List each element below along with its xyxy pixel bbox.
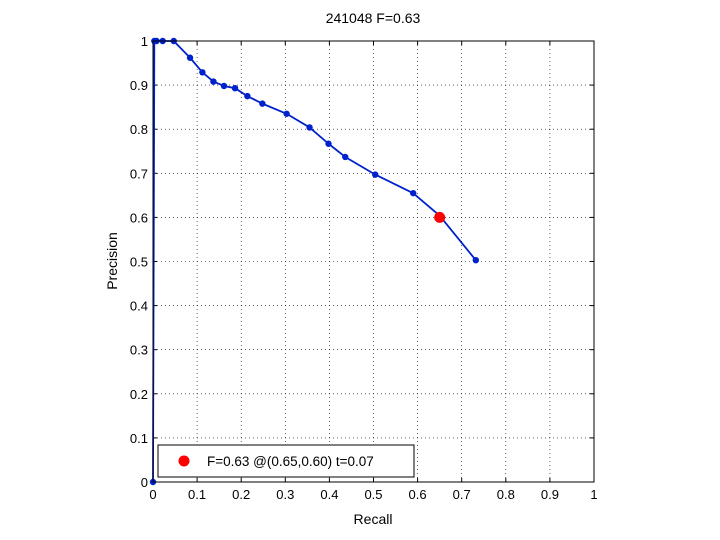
optimum-layer — [434, 211, 446, 223]
x-tick-label: 0 — [149, 487, 156, 502]
data-point — [244, 92, 251, 100]
legend-label: F=0.63 @(0.65,0.60) t=0.07 — [207, 454, 374, 469]
axis-ticks: 0 0.1 0.2 0.3 0.4 0.5 0.6 0.7 0.8 0.9 1 0 0.1 0.2 0.3 0… — [130, 34, 598, 502]
legend-marker — [178, 455, 190, 467]
x-tick-label: 0.4 — [320, 487, 338, 502]
x-tick-label: 0.3 — [276, 487, 294, 502]
y-tick-label: 0.3 — [130, 343, 148, 358]
data-point — [342, 153, 349, 161]
y-tick-label: 0.6 — [130, 210, 148, 225]
plot-frame — [152, 40, 595, 483]
y-tick-label: 0.7 — [130, 166, 148, 181]
y-tick-label: 1 — [141, 34, 148, 49]
y-axis-label: Precision — [104, 232, 120, 290]
data-point — [283, 110, 290, 117]
x-tick-label: 0.1 — [188, 487, 206, 502]
y-tick-label: 0.4 — [130, 299, 148, 314]
data-point — [199, 69, 206, 76]
legend: F=0.63 @(0.65,0.60) t=0.07 — [157, 444, 415, 478]
x-tick-label: 0.9 — [541, 487, 559, 502]
data-point — [306, 124, 313, 131]
x-tick-label: 0.6 — [409, 487, 427, 502]
y-tick-label: 0.5 — [130, 255, 148, 270]
y-tick-label: 0.9 — [130, 78, 148, 93]
data-point — [409, 189, 417, 197]
data-point — [220, 82, 228, 90]
x-tick-label: 0.2 — [232, 487, 250, 502]
y-tick-label: 0.2 — [130, 387, 148, 402]
y-tick-label: 0.8 — [130, 122, 148, 137]
x-tick-label: 1 — [590, 487, 597, 502]
chart-title: 241048 F=0.63 — [326, 10, 421, 26]
data-point — [372, 171, 379, 178]
data-point — [325, 140, 332, 147]
data-point — [186, 54, 194, 61]
x-tick-label: 0.8 — [497, 487, 515, 502]
data-point — [231, 84, 239, 92]
x-tick-label: 0.5 — [364, 487, 382, 502]
legend-box — [157, 444, 415, 478]
y-tick-label: 0.1 — [130, 431, 148, 446]
x-axis-label: Recall — [354, 511, 393, 527]
data-point — [472, 256, 480, 264]
x-tick-label: 0.7 — [453, 487, 471, 502]
optimum-point — [434, 211, 446, 223]
data-point — [210, 78, 217, 85]
data-point — [259, 100, 266, 107]
y-tick-label: 0 — [141, 475, 148, 490]
